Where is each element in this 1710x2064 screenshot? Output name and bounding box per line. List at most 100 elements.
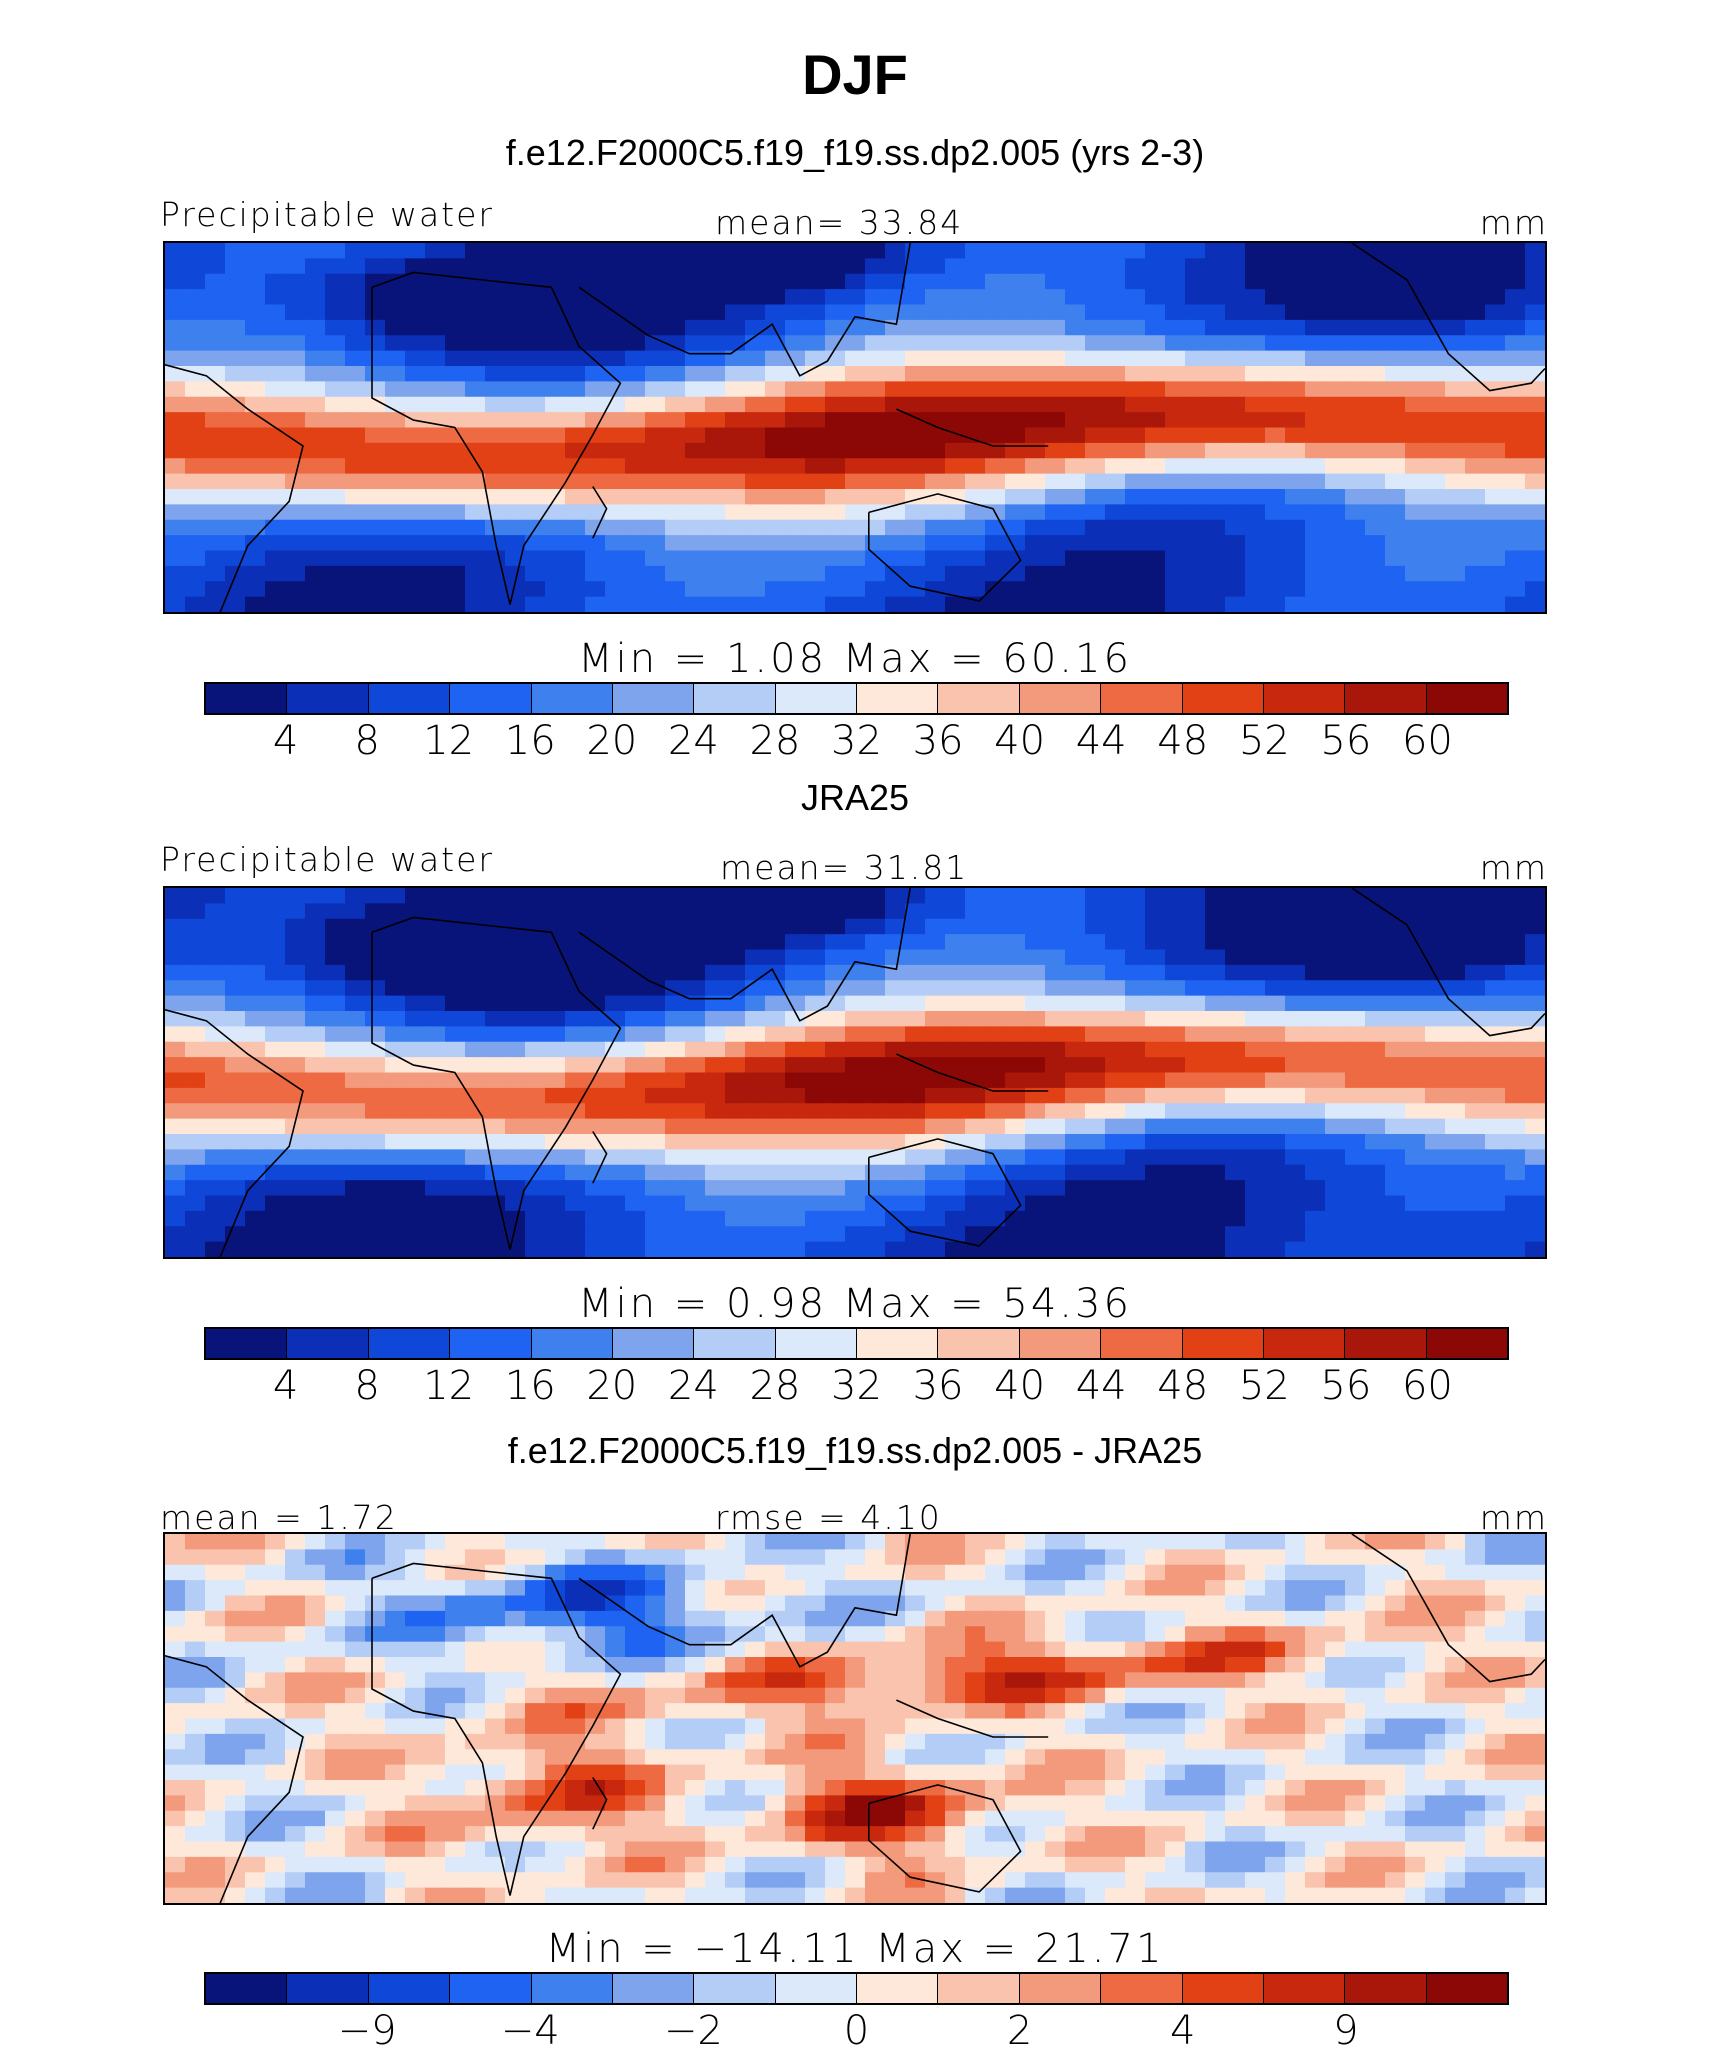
field-cell — [765, 1795, 786, 1812]
field-cell — [1085, 1072, 1106, 1089]
field-cell — [1265, 596, 1286, 612]
field-cell — [325, 1549, 346, 1566]
field-cell — [1205, 504, 1226, 521]
field-cell — [625, 1856, 646, 1873]
field-cell — [345, 1626, 366, 1643]
field-cell — [1265, 1580, 1286, 1597]
field-cell — [465, 1534, 486, 1550]
field-cell — [1105, 1657, 1126, 1673]
field-cell — [1165, 1549, 1186, 1566]
field-cell — [985, 1118, 1006, 1135]
field-cell — [1265, 1195, 1286, 1212]
field-cell — [1125, 1134, 1146, 1150]
field-cell — [885, 442, 906, 459]
field-cell — [1505, 335, 1526, 352]
field-cell — [645, 565, 666, 582]
field-cell — [485, 366, 506, 382]
field-cell — [325, 995, 346, 1012]
field-cell — [1465, 289, 1486, 306]
field-cell — [465, 1103, 486, 1120]
colorbar-swatch — [938, 684, 1020, 713]
field-cell — [685, 888, 706, 904]
field-cell — [1285, 1733, 1306, 1750]
field-cell — [365, 1549, 386, 1566]
field-cell — [1505, 1534, 1526, 1550]
field-cell — [925, 458, 946, 475]
field-cell — [925, 1534, 946, 1550]
field-cell — [285, 1164, 306, 1181]
field-cell — [665, 1826, 686, 1843]
field-cell — [1425, 1118, 1446, 1135]
field-cell — [1385, 504, 1406, 521]
field-cell — [1025, 1780, 1046, 1796]
field-cell — [1525, 396, 1545, 413]
field-cell — [445, 596, 466, 612]
field-cell — [1165, 918, 1186, 935]
field-cell — [1305, 1703, 1326, 1720]
field-cell — [285, 1011, 306, 1027]
field-cell — [1365, 1564, 1386, 1581]
field-cell — [445, 1733, 466, 1750]
field-cell — [1065, 381, 1086, 398]
field-cell — [1045, 995, 1066, 1012]
field-cell — [745, 1549, 766, 1566]
field-cell — [425, 1718, 446, 1735]
field-cell — [465, 581, 486, 598]
field-cell — [1085, 1872, 1106, 1889]
field-cell — [365, 335, 386, 352]
field-cell — [225, 964, 246, 981]
field-cell — [1065, 903, 1086, 920]
field-cell — [1125, 1041, 1146, 1058]
field-cell — [165, 1718, 186, 1735]
field-cell — [345, 1549, 366, 1566]
field-cell — [1345, 1672, 1366, 1689]
field-cell — [1145, 458, 1166, 475]
field-cell — [845, 335, 866, 352]
field-cell — [585, 1549, 606, 1566]
field-cell — [705, 1087, 726, 1104]
field-cell — [1165, 1795, 1186, 1812]
field-cell — [825, 565, 846, 582]
field-cell — [1185, 1026, 1206, 1043]
field-cell — [365, 381, 386, 398]
field-cell — [685, 473, 706, 490]
field-cell — [1145, 581, 1166, 598]
field-cell — [865, 1826, 886, 1843]
field-cell — [165, 1672, 186, 1689]
field-cell — [565, 489, 586, 505]
field-cell — [1325, 1764, 1346, 1781]
field-cell — [1185, 1134, 1206, 1150]
field-cell — [1285, 1672, 1306, 1689]
field-cell — [285, 519, 306, 536]
field-cell — [225, 535, 246, 552]
panel-2-title: JRA25 — [800, 777, 910, 818]
field-cell — [1165, 335, 1186, 352]
field-cell — [785, 319, 806, 336]
field-cell — [1365, 903, 1386, 920]
field-cell — [685, 1856, 706, 1873]
field-cell — [985, 596, 1006, 612]
field-cell — [1265, 1072, 1286, 1089]
field-cell — [1185, 1626, 1206, 1643]
field-cell — [885, 1164, 906, 1181]
field-cell — [1045, 1580, 1066, 1597]
field-cell — [445, 550, 466, 567]
field-cell — [765, 565, 786, 582]
field-cell — [645, 949, 666, 966]
field-cell — [905, 1118, 926, 1135]
field-cell — [265, 550, 286, 567]
field-cell — [885, 1672, 906, 1689]
field-cell — [225, 1241, 246, 1257]
field-cell — [465, 1134, 486, 1150]
colorbar-swatch — [1263, 684, 1346, 713]
field-cell — [1485, 1872, 1506, 1889]
field-cell — [1485, 903, 1506, 920]
field-cell — [1525, 335, 1545, 352]
field-cell — [345, 888, 366, 904]
field-cell — [1365, 1610, 1386, 1627]
field-cell — [865, 903, 886, 920]
field-cell — [885, 995, 906, 1012]
field-cell — [925, 442, 946, 459]
field-cell — [405, 1534, 426, 1550]
field-cell — [925, 565, 946, 582]
